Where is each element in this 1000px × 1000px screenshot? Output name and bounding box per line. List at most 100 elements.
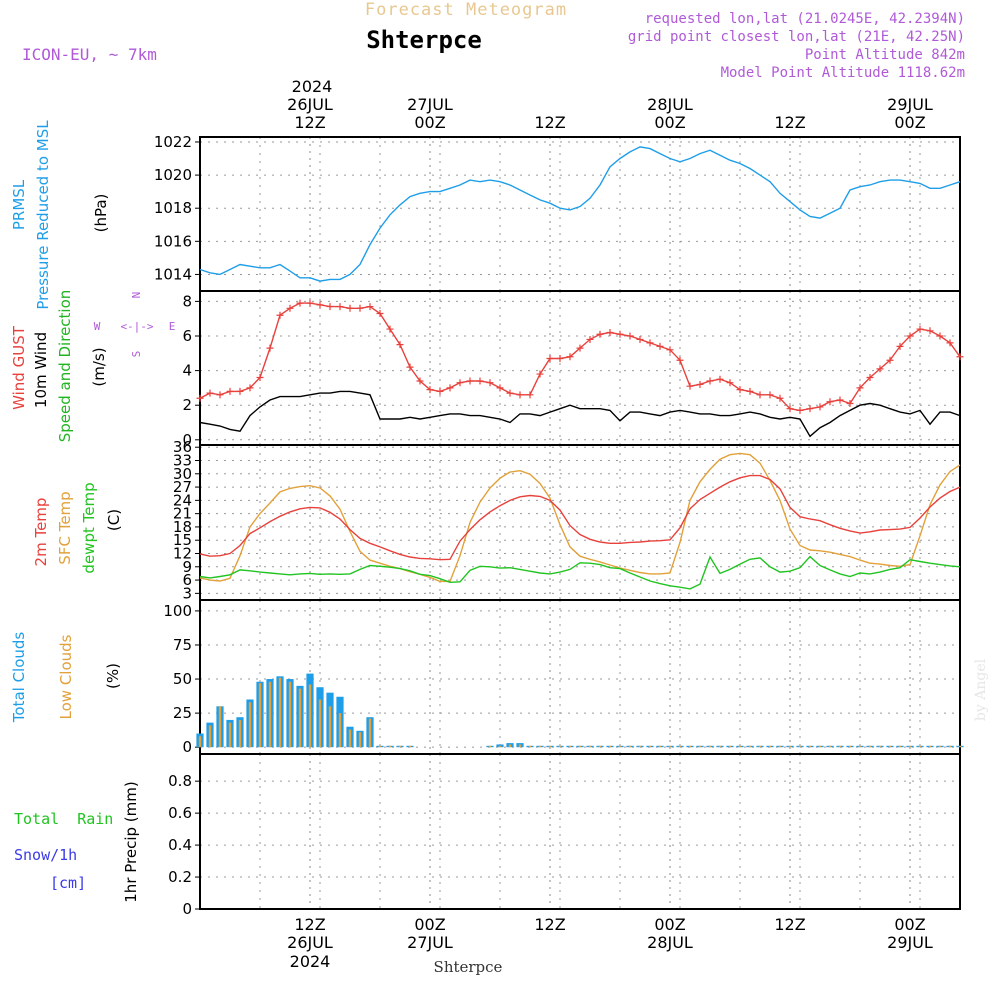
bottom-hour-label: 12Z — [294, 915, 325, 934]
compass-south: S — [130, 351, 143, 358]
panel-frame — [199, 444, 961, 601]
compass-north: N — [130, 292, 143, 299]
wind-gust-marker — [926, 327, 934, 335]
low-clouds-bar — [878, 745, 882, 748]
wind-gust-marker — [726, 379, 734, 387]
wind-gust-marker — [346, 304, 354, 312]
low-clouds-bar — [888, 745, 892, 748]
low-clouds-bar — [658, 745, 662, 748]
low-clouds-bar — [368, 718, 372, 748]
low-clouds-bar — [648, 745, 652, 748]
wind-gust-marker — [746, 387, 754, 395]
low-clouds-bar — [808, 745, 812, 748]
header-subtitle: Forecast Meteogram — [365, 0, 567, 20]
y-tick-label: 6 — [182, 571, 192, 589]
wind-unit-label: (m/s) — [90, 347, 108, 386]
wind-gust-marker — [946, 339, 954, 347]
low-clouds-bar — [738, 745, 742, 748]
y-tick-label: 1016 — [154, 232, 192, 250]
wind-gust-marker — [876, 365, 884, 373]
low-clouds-bar — [868, 745, 872, 748]
wind-gust-marker — [356, 304, 364, 312]
wind-gust-marker — [886, 356, 894, 364]
temp-unit-label: (C) — [105, 509, 123, 531]
wind-10m-label: 10m Wind — [32, 332, 50, 408]
wind-gust-marker — [576, 344, 584, 352]
precip-panel: 0 0.2 0.4 0.6 0.8 — [168, 753, 961, 918]
wind-gust-marker — [366, 303, 374, 311]
y-tick-label: 1022 — [154, 133, 192, 151]
y-tick-label: 24 — [173, 491, 192, 509]
low-clouds-bar — [308, 684, 312, 748]
wind-gust-marker — [906, 332, 914, 340]
low-clouds-bar — [688, 745, 692, 748]
wind-gust-marker — [956, 353, 964, 361]
wind-gust-marker — [506, 389, 514, 397]
low-clouds-bar — [278, 677, 282, 748]
y-tick-label: 30 — [173, 465, 192, 483]
prmsl-label: PRMSL — [10, 179, 28, 230]
wind-gust-marker — [286, 304, 294, 312]
wind-gust-marker — [666, 346, 674, 354]
top-date-label: 29JUL — [887, 95, 933, 114]
dewpt-temp-label: dewpt Temp — [80, 482, 98, 573]
y-tick-label: 25 — [173, 704, 192, 722]
top-hour-label: 00Z — [654, 113, 685, 132]
wind-gust-marker — [736, 386, 744, 394]
low-clouds-bar — [728, 745, 732, 748]
low-clouds-bar — [758, 745, 762, 748]
wind-gust-marker — [516, 391, 524, 399]
t2m-line — [199, 474, 961, 561]
wind-gust-marker — [246, 384, 254, 392]
wind-gust-marker — [706, 377, 714, 385]
wind-gust-marker — [526, 391, 534, 399]
t2m-label: 2m Temp — [32, 498, 50, 567]
low-clouds-bar — [288, 681, 292, 748]
low-clouds-bar — [318, 699, 322, 748]
y-tick-label: 0 — [182, 900, 192, 918]
wind-gust-marker — [336, 303, 344, 311]
wind-gust-marker — [386, 325, 394, 333]
low-clouds-bar — [838, 745, 842, 748]
y-tick-label: 0 — [182, 738, 192, 756]
wind-gust-marker — [856, 384, 864, 392]
y-tick-label: 0.4 — [168, 836, 192, 854]
low-clouds-bar — [538, 745, 542, 748]
top-hour-label: 12Z — [534, 113, 565, 132]
low-clouds-bar — [338, 713, 342, 748]
low-clouds-bar — [248, 702, 252, 748]
low-clouds-bar — [958, 745, 962, 748]
wind-gust-marker — [806, 405, 814, 413]
wind-gust-label: Wind GUST — [10, 325, 28, 410]
wind-gust-marker — [796, 406, 804, 414]
bottom-hour-label: 00Z — [654, 915, 685, 934]
wind-gust-marker — [226, 387, 234, 395]
low-clouds-bar — [608, 745, 612, 748]
bottom-date-label: 26JUL — [287, 933, 333, 952]
top-date-label: 27JUL — [407, 95, 453, 114]
header-location: Shterpce — [366, 26, 482, 54]
header-requested: requested lon,lat (21.0245E, 42.2394N) — [645, 11, 965, 27]
compass-west: W — [94, 320, 101, 333]
y-tick-label: 6 — [182, 327, 192, 345]
pressure-unit-label: (hPa) — [92, 194, 110, 233]
y-tick-label: 15 — [173, 531, 192, 549]
y-tick-label: 8 — [182, 292, 192, 310]
wind-gust-marker — [316, 301, 324, 309]
low-clouds-bar — [208, 725, 212, 748]
low-clouds-bar — [218, 706, 222, 748]
clouds-panel: 0 25 50 75 100 — [163, 599, 964, 756]
low-clouds-bar — [778, 745, 782, 748]
wind-gust-marker — [196, 394, 204, 402]
y-tick-label: 18 — [173, 518, 192, 536]
top-year-label: 2024 — [292, 77, 333, 96]
low-clouds-bar — [828, 745, 832, 748]
y-tick-label: 0 — [182, 431, 192, 449]
low-clouds-bar — [918, 745, 922, 748]
wind-10m-line — [199, 390, 961, 438]
top-hour-label: 00Z — [414, 113, 445, 132]
low-clouds-bar — [848, 745, 852, 748]
y-tick-label: 27 — [173, 478, 192, 496]
pressure-panel: 1014 1016 1018 1020 1022 — [154, 133, 961, 292]
y-tick-label: 1014 — [154, 265, 192, 283]
